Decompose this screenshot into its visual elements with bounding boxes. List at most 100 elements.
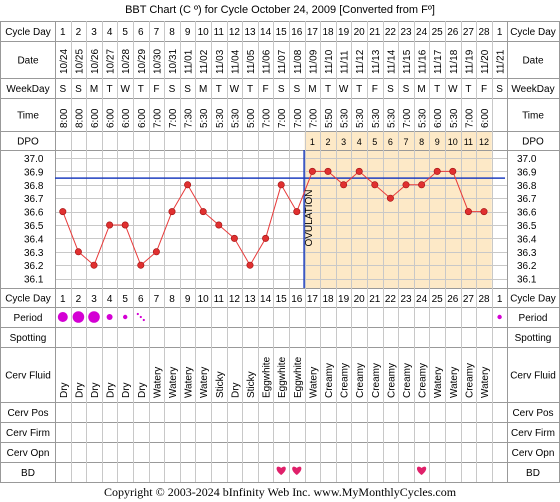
cycle-day-cell: 26: [447, 27, 459, 38]
y-tick-label-right: 36.8: [517, 181, 537, 192]
weekday-cell: T: [107, 84, 113, 95]
cycle-day-cell: 6: [138, 27, 144, 38]
cycle-day-cell: 3: [91, 294, 97, 305]
cycle-day-cell: 18: [322, 27, 334, 38]
time-cell: 7:00: [464, 108, 475, 128]
time-cell: 7:00: [277, 108, 288, 128]
temperature-point: [74, 248, 82, 256]
row-label-cycle_day: Cycle Day: [5, 294, 51, 305]
row-label-bd: BD: [21, 468, 35, 479]
cerv-fluid-cell: Creamy: [355, 363, 366, 398]
cycle-day-cell: 11: [214, 294, 225, 305]
cycle-day-cell: 28: [478, 27, 490, 38]
temperature-point: [90, 261, 98, 269]
weekday-cell: T: [434, 84, 440, 95]
cycle-day-cell: 16: [291, 294, 303, 305]
dpo-cell: 1: [310, 137, 315, 147]
date-cell: 11/03: [215, 49, 226, 74]
date-cell: 11/07: [277, 49, 288, 74]
cycle-day-cell: 7: [154, 294, 160, 305]
cerv-fluid-cell: Watery: [308, 367, 319, 398]
row-label-period: Period: [14, 313, 43, 324]
row-label-cerv_firm: Cerv Firm: [6, 428, 50, 439]
temperature-line: [62, 170, 484, 267]
cycle-day-cell: 2: [76, 27, 82, 38]
cycle-day-cell: 6: [138, 294, 144, 305]
y-tick-label-right: 36.2: [517, 261, 537, 272]
temperature-point: [371, 181, 379, 189]
cycle-day-cell: 25: [432, 294, 444, 305]
cerv-fluid-cell: Eggwhite: [293, 356, 304, 398]
weekday-cell: F: [372, 84, 378, 95]
cerv-fluid-cell: Creamy: [340, 363, 351, 398]
dpo-cell: 3: [341, 137, 346, 147]
temperature-point: [121, 221, 129, 229]
spotting-dot: [136, 312, 139, 316]
time-cell: 6:00: [480, 108, 491, 128]
cycle-day-cell: 14: [260, 27, 272, 38]
row-label-cerv_pos-right: Cerv Pos: [512, 408, 553, 419]
dpo-cell: 10: [448, 137, 458, 147]
time-cell: 5:30: [215, 108, 226, 128]
time-cell: 6:00: [90, 108, 101, 128]
time-cell: 5:30: [355, 108, 366, 128]
weekday-cell: F: [153, 84, 159, 95]
time-cell: 7:00: [168, 108, 179, 128]
cycle-day-cell: 15: [276, 27, 288, 38]
y-tick-label-right: 36.1: [517, 275, 537, 286]
dpo-cell: 2: [325, 137, 330, 147]
cycle-day-cell: 4: [107, 294, 113, 305]
date-cell: 11/12: [355, 49, 366, 74]
temperature-point: [449, 167, 457, 175]
y-tick-label: 36.5: [24, 221, 44, 232]
time-cell: 6:00: [433, 108, 444, 128]
dpo-cell: 8: [419, 137, 424, 147]
date-cell: 11/04: [230, 49, 241, 74]
date-cell: 11/01: [184, 49, 195, 74]
cycle-day-cell: 24: [416, 294, 428, 305]
row-label-cycle_day-right: Cycle Day: [510, 27, 556, 38]
spotting-dot: [142, 318, 145, 322]
weekday-cell: M: [308, 84, 316, 95]
y-tick-label: 36.3: [24, 248, 44, 259]
y-tick-label-right: 37.0: [517, 154, 537, 165]
cycle-day-cell: 22: [385, 294, 397, 305]
y-tick-label: 36.4: [24, 234, 44, 245]
time-cell: 5:50: [324, 108, 335, 128]
weekday-cell: S: [387, 84, 394, 95]
weekday-cell: T: [247, 84, 253, 95]
marks-layer: [55, 150, 505, 475]
cerv-fluid-cell: Watery: [199, 367, 210, 398]
row-label-weekday: WeekDay: [6, 84, 49, 95]
temperature-point: [262, 234, 270, 242]
row-label-cerv_opn: Cerv Opn: [7, 448, 50, 459]
weekday-cell: S: [278, 84, 285, 95]
y-tick-label: 36.6: [24, 208, 44, 219]
period-marker: [106, 314, 113, 320]
temperature-point: [464, 208, 472, 216]
cycle-day-cell: 8: [169, 294, 175, 305]
weekday-cell: T: [356, 84, 362, 95]
temperature-point: [199, 208, 207, 216]
cycle-day-cell: 27: [463, 294, 475, 305]
weekday-cell: S: [169, 84, 176, 95]
row-label-cerv_pos: Cerv Pos: [7, 408, 48, 419]
ovulation-label: OVULATION: [304, 189, 315, 246]
time-cell: 6:00: [121, 108, 132, 128]
cerv-fluid-cell: Dry: [59, 382, 70, 398]
weekday-cell: S: [496, 84, 503, 95]
cycle-day-cell: 12: [229, 27, 241, 38]
time-cell: 5:30: [386, 108, 397, 128]
copyright-footer: Copyright © 2003-2024 bInfinity Web Inc.…: [103, 485, 457, 499]
row-label-dpo: DPO: [17, 137, 39, 148]
cycle-day-cell: 19: [338, 27, 350, 38]
cycle-day-cell: 11: [214, 27, 225, 38]
date-cell: 11/14: [386, 49, 397, 74]
date-cell: 10/24: [59, 49, 70, 74]
text-layer: BBT Chart (C º) for Cycle October 24, 20…: [5, 4, 556, 479]
temperature-point: [106, 221, 114, 229]
row-label-bd-right: BD: [526, 468, 540, 479]
cycle-day-cell: 27: [463, 27, 475, 38]
date-cell: 10/29: [137, 49, 148, 74]
